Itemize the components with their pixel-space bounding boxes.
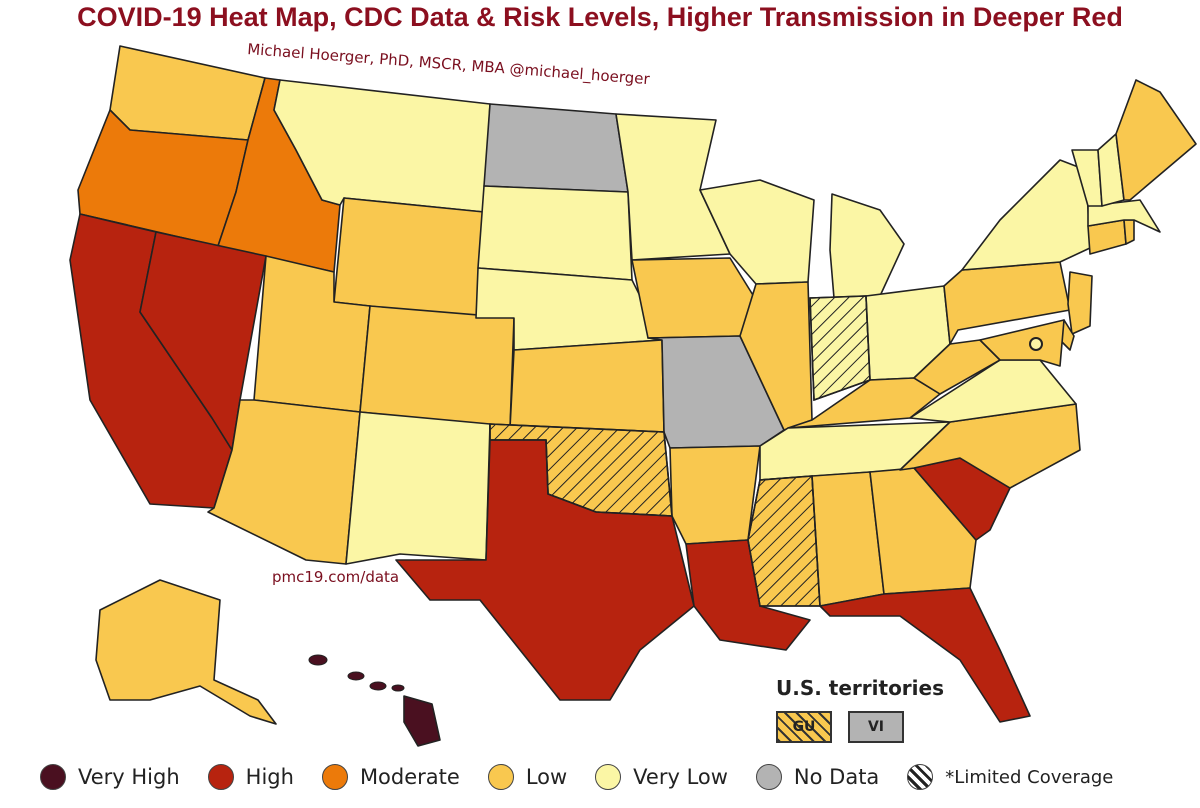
- legend-very-low-label: Very Low: [633, 765, 728, 789]
- legend-limited-coverage-label: *Limited Coverage: [945, 766, 1114, 788]
- state-WY[interactable]: [333, 197, 485, 319]
- legend: Very High High Moderate Low Very Low No …: [40, 760, 1141, 794]
- legend-high-swatch: [207, 764, 234, 790]
- state-CO[interactable]: [359, 305, 515, 429]
- state-MA[interactable]: [1087, 199, 1161, 233]
- territory-VI-label: VI: [867, 719, 885, 735]
- legend-moderate-label: Moderate: [359, 765, 460, 789]
- territory-VI[interactable]: VI: [848, 711, 904, 743]
- territories-title: U.S. territories: [776, 676, 944, 700]
- state-IA[interactable]: [631, 257, 757, 339]
- legend-high: High: [207, 764, 294, 790]
- territory-GU-label: GU: [792, 719, 816, 735]
- legend-no-data: No Data: [755, 764, 880, 790]
- limited-coverage-hatch-MS: [747, 475, 821, 607]
- state-MI[interactable]: [829, 193, 905, 299]
- legend-limited-coverage: *Limited Coverage: [907, 764, 1113, 790]
- state-NJ[interactable]: [1067, 271, 1093, 335]
- state-SD[interactable]: [477, 185, 633, 281]
- legend-very-low: Very Low: [595, 764, 728, 790]
- legend-very-high: Very High: [40, 764, 180, 790]
- legend-limited-coverage-swatch: [907, 764, 934, 790]
- page-title: COVID-19 Heat Map, CDC Data & Risk Level…: [77, 2, 1123, 32]
- state-RI[interactable]: [1123, 219, 1135, 245]
- state-HI[interactable]: [403, 695, 441, 747]
- state-MN[interactable]: [615, 113, 731, 261]
- state-WA[interactable]: [109, 45, 266, 141]
- limited-coverage-hatch-IN: [809, 295, 871, 402]
- territory-GU[interactable]: GU: [776, 711, 832, 743]
- state-ME[interactable]: [1115, 79, 1197, 201]
- state-NY[interactable]: [961, 159, 1091, 271]
- legend-moderate: Moderate: [321, 764, 460, 790]
- dc-marker: [1029, 337, 1043, 351]
- legend-no-data-label: No Data: [793, 765, 880, 789]
- legend-very-high-swatch: [40, 764, 66, 790]
- source-url: pmc19.com/data: [272, 568, 400, 586]
- legend-very-low-swatch: [595, 764, 622, 790]
- state-ND[interactable]: [483, 103, 629, 193]
- limited-coverage-hatch-OK: [489, 423, 673, 517]
- state-VA[interactable]: [909, 359, 1077, 423]
- legend-low: Low: [487, 764, 568, 790]
- legend-low-swatch: [487, 764, 514, 790]
- state-AR[interactable]: [669, 445, 761, 545]
- legend-very-high-label: Very High: [78, 765, 180, 789]
- state-AK[interactable]: [95, 579, 277, 725]
- state-KS[interactable]: [509, 339, 665, 433]
- legend-low-label: Low: [525, 765, 568, 789]
- state-NM[interactable]: [345, 411, 491, 565]
- legend-moderate-swatch: [321, 764, 348, 790]
- legend-no-data-swatch: [755, 764, 782, 790]
- state-MD[interactable]: [979, 319, 1065, 367]
- hawaii-islands: [308, 654, 405, 692]
- state-FL[interactable]: [819, 587, 1031, 723]
- legend-high-label: High: [245, 765, 294, 789]
